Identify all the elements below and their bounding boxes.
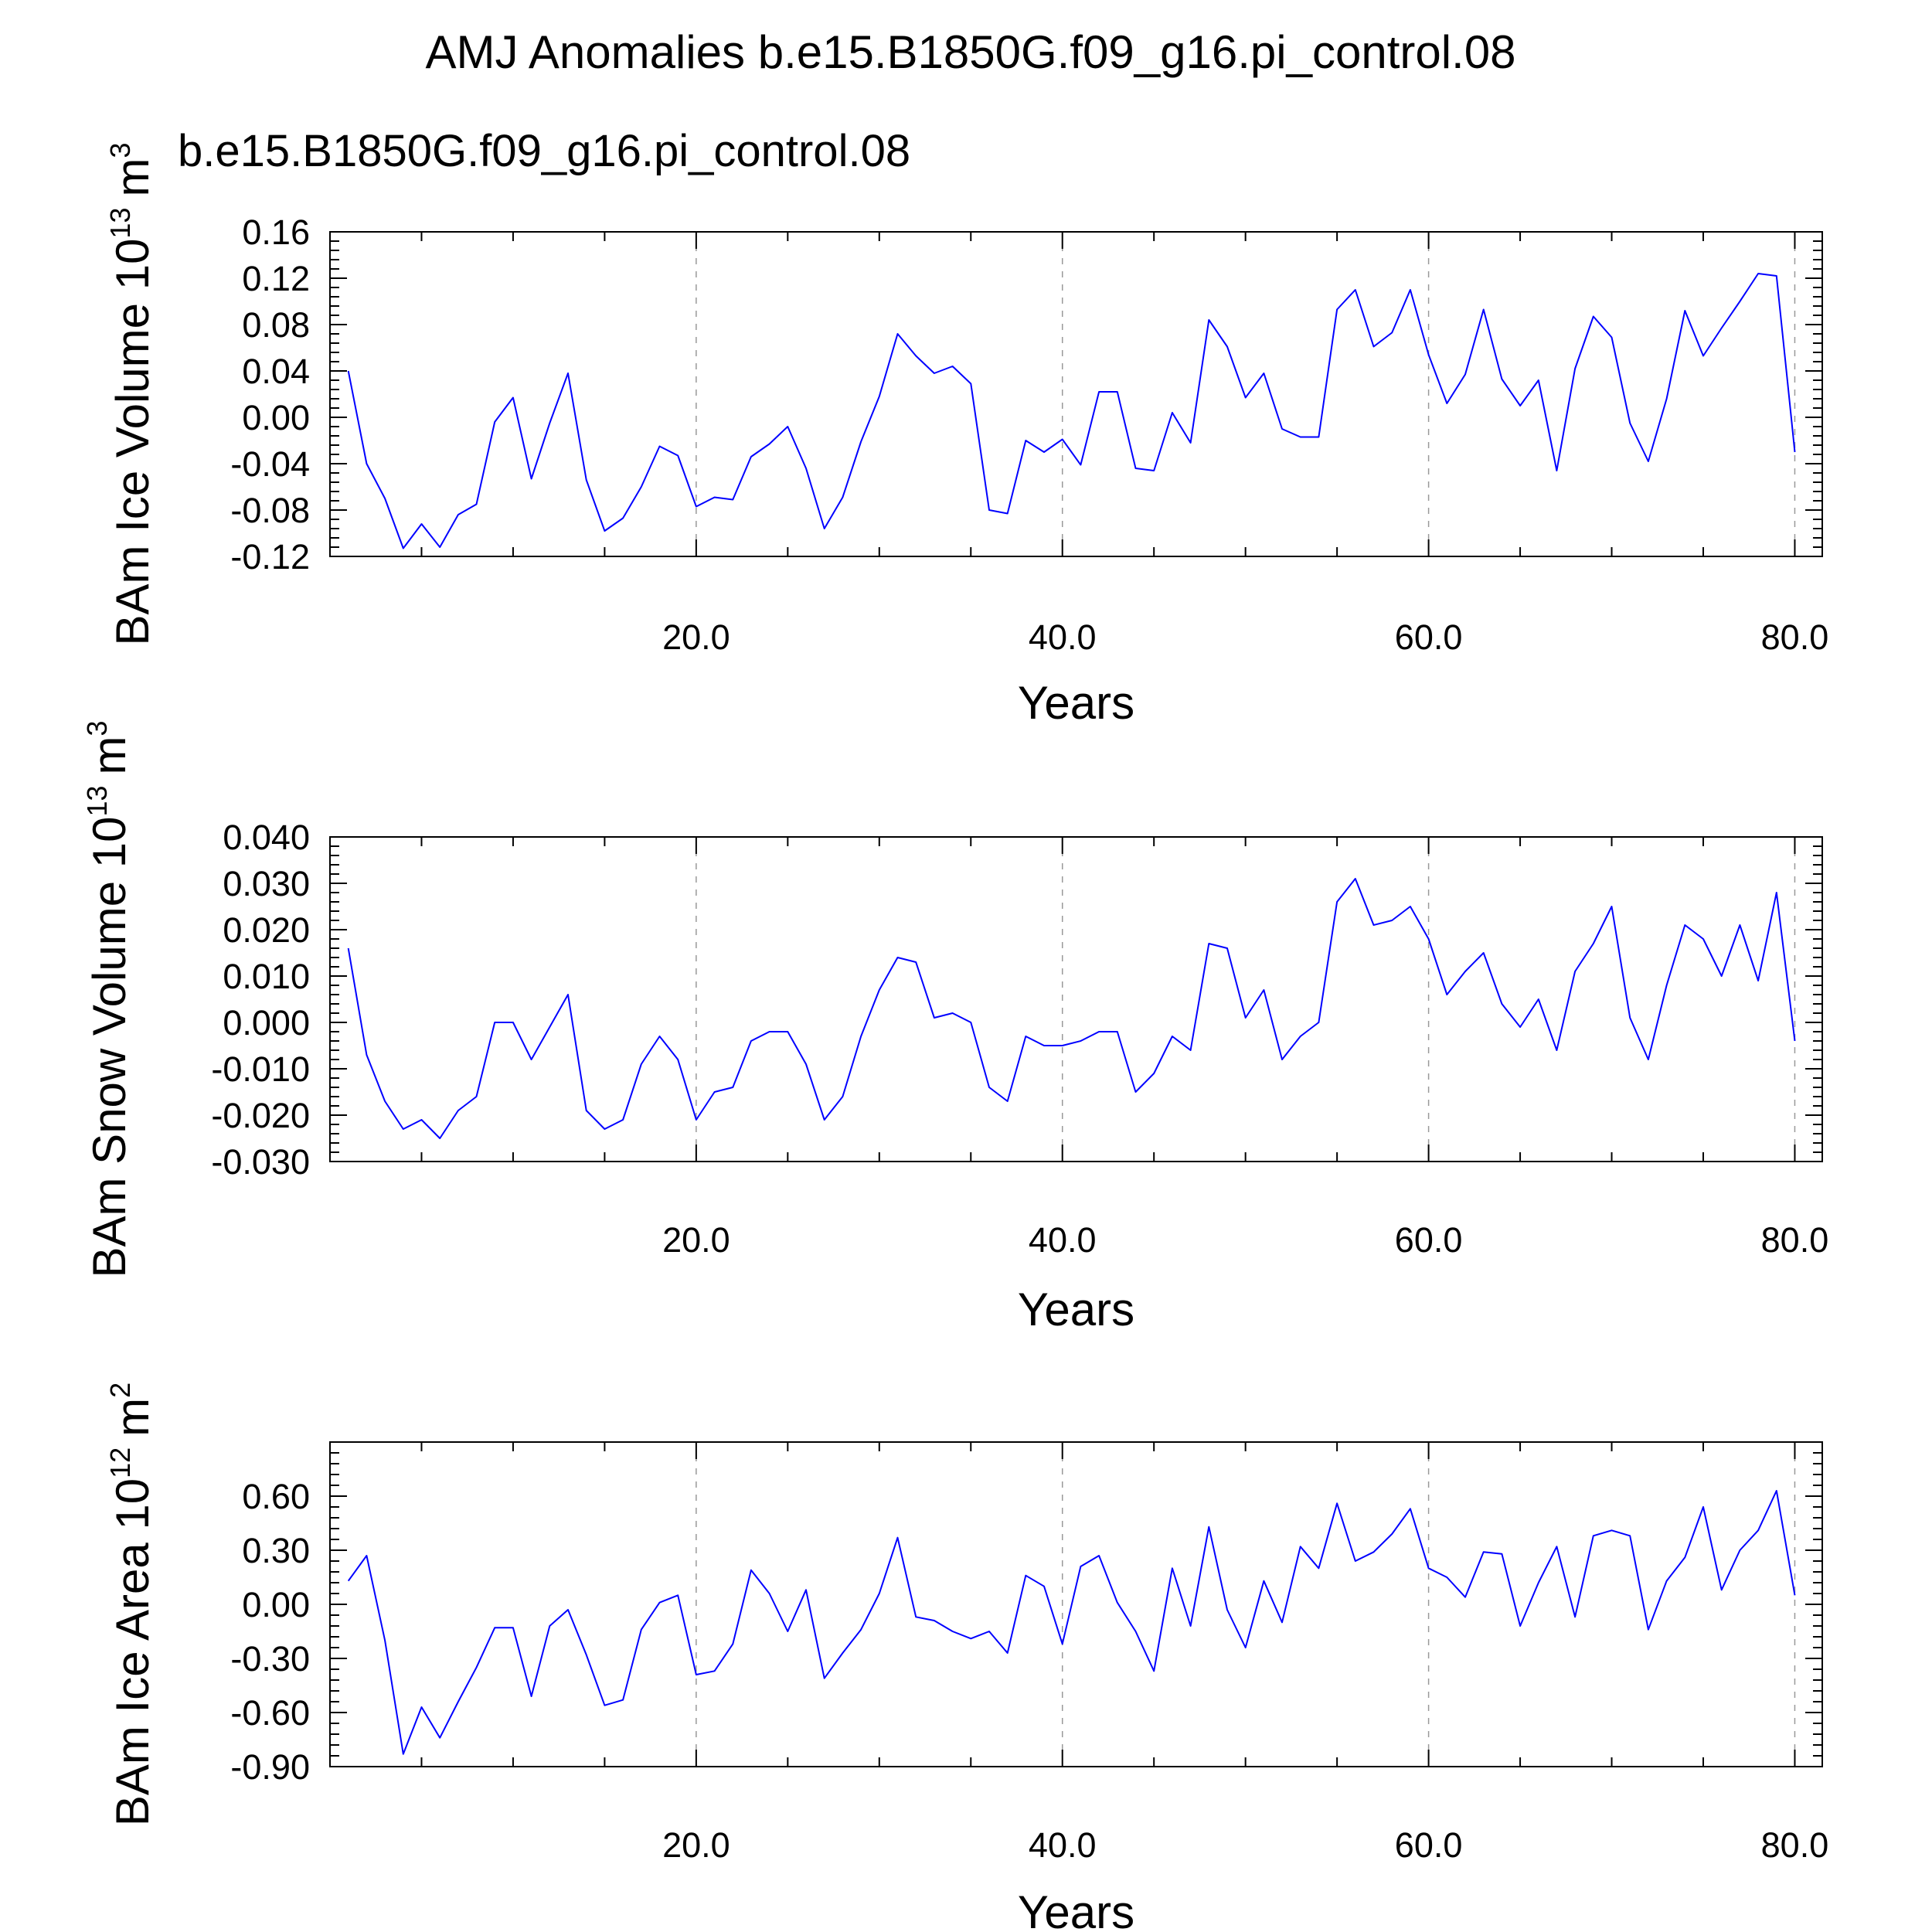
x-axis-title: Years (1018, 1886, 1134, 1932)
y-tick-label: 0.030 (223, 864, 310, 903)
x-tick-label: 60.0 (1395, 617, 1463, 657)
x-tick-label: 80.0 (1761, 1220, 1829, 1260)
y-axis-title-unit-exponent: 2 (104, 1383, 136, 1398)
panel-2: -0.030 -0.020 -0.010 0.000 0.010 0.020 0.030 0.… (81, 720, 1828, 1335)
y-axis-title-text: BAm Ice Volume 10 (107, 239, 158, 646)
y-tick-label: -0.030 (211, 1142, 310, 1182)
y-tick-label: -0.08 (230, 491, 310, 530)
plot-frame (329, 1441, 1823, 1767)
series-line (347, 1490, 1796, 1755)
y-axis-title-unit: m (107, 158, 158, 197)
plot-frame (329, 231, 1823, 557)
y-tick-label: 0.00 (242, 398, 310, 437)
y-axis-title: BAm Ice Volume 1013 m3 (104, 143, 158, 646)
x-tick-label: 20.0 (662, 1220, 730, 1260)
y-axis-title-text: BAm Snow Volume 10 (83, 817, 135, 1278)
x-tick-label: 60.0 (1395, 1825, 1463, 1865)
y-tick-label: -0.90 (230, 1747, 310, 1787)
x-tick-label: 80.0 (1761, 1825, 1829, 1865)
y-tick-label: 0.04 (242, 352, 310, 391)
y-axis-title-unit: m (83, 736, 135, 775)
series-line (347, 878, 1796, 1139)
y-axis-title-unit-exponent: 3 (104, 143, 136, 158)
y-axis-title-exponent: 13 (104, 208, 136, 239)
y-tick-label: 0.020 (223, 910, 310, 950)
y-tick-label: 0.12 (242, 259, 310, 298)
y-tick-label: -0.12 (230, 537, 310, 577)
y-tick-label: 0.60 (242, 1477, 310, 1516)
y-tick-label: 0.08 (242, 305, 310, 345)
x-tick-label: 20.0 (662, 617, 730, 657)
series-label: b.e15.B1850G.f09_g16.pi_control.08 (178, 126, 910, 176)
y-tick-label: 0.30 (242, 1531, 310, 1570)
x-tick-label: 60.0 (1395, 1220, 1463, 1260)
panel-3: -0.90 -0.60 -0.30 0.00 0.30 0.60 20.0 40.0 60.0 8… (104, 1383, 1828, 1932)
y-tick-label: 0.000 (223, 1003, 310, 1043)
y-axis-title-unit: m (107, 1398, 158, 1437)
y-axis-title-text: BAm Ice Area 10 (107, 1478, 158, 1826)
y-axis-title: BAm Snow Volume 1013 m3 (81, 720, 135, 1277)
y-tick-label: -0.010 (211, 1049, 310, 1089)
x-axis-title: Years (1018, 1284, 1134, 1335)
x-tick-label: 40.0 (1029, 1825, 1097, 1865)
y-axis-title-unit-exponent: 3 (81, 720, 113, 736)
y-tick-label: -0.04 (230, 444, 310, 484)
y-axis-title-exponent: 12 (104, 1447, 136, 1478)
x-tick-label: 40.0 (1029, 1220, 1097, 1260)
y-tick-label: 0.16 (242, 213, 310, 252)
y-axis-title: BAm Ice Area 1012 m2 (104, 1383, 158, 1826)
y-tick-label: 0.00 (242, 1585, 310, 1624)
y-tick-label: -0.30 (230, 1639, 310, 1679)
y-tick-label: 0.010 (223, 957, 310, 996)
x-axis-title: Years (1018, 677, 1134, 729)
y-tick-label: -0.020 (211, 1096, 310, 1135)
x-tick-label: 80.0 (1761, 617, 1829, 657)
y-tick-label: -0.60 (230, 1693, 310, 1733)
x-tick-label: 40.0 (1029, 617, 1097, 657)
x-tick-label: 20.0 (662, 1825, 730, 1865)
y-tick-label: 0.040 (223, 818, 310, 857)
panel-1: -0.12 -0.08 -0.04 0.00 0.04 0.08 0.12 0.16 20.0 4… (104, 143, 1828, 730)
series-line (347, 273, 1796, 549)
plot-frame (329, 836, 1823, 1162)
figure-title: AMJ Anomalies b.e15.B1850G.f09_g16.pi_co… (426, 26, 1516, 78)
y-axis-title-exponent: 13 (81, 785, 113, 816)
